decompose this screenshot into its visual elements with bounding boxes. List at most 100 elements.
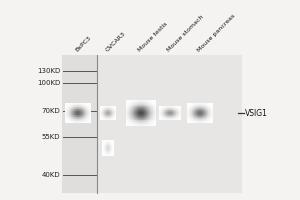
Bar [136,106,137,107]
Bar [150,101,151,102]
Bar [193,116,194,117]
Bar [148,110,149,111]
Bar [74,104,75,105]
Bar [86,105,87,106]
Bar [140,111,141,112]
Bar [126,107,127,108]
Bar [154,102,155,103]
Bar [148,119,149,120]
Bar [195,108,196,109]
Bar [153,123,154,124]
Bar [130,108,131,109]
Bar [67,108,68,109]
Bar [134,104,135,105]
Bar [154,104,155,105]
Bar [202,112,203,113]
Bar [207,112,208,113]
Bar [208,117,209,118]
Bar [90,111,91,112]
Bar [135,113,136,114]
Bar [136,112,137,113]
Bar [128,101,129,102]
Bar [197,111,198,112]
Bar [200,107,201,108]
Bar [132,119,133,120]
Bar [85,116,86,117]
Bar [145,114,146,115]
Bar [132,117,133,118]
Bar [208,120,209,121]
Bar [202,111,203,112]
Bar [133,118,134,119]
Bar [195,117,196,118]
Bar [148,112,149,113]
Bar [199,114,200,115]
Bar [212,106,213,107]
Bar [190,118,191,119]
Bar [202,122,203,123]
Bar [77,111,78,112]
Bar [67,122,68,123]
Bar [202,113,203,114]
Bar [204,104,205,105]
Bar [72,115,73,116]
Bar [195,103,196,104]
Bar [85,113,86,114]
Bar [127,109,128,110]
Bar [196,104,197,105]
Bar [136,120,137,121]
Bar [203,104,204,105]
Bar [203,111,204,112]
Bar [132,101,133,102]
Bar [70,107,71,108]
Bar [83,112,84,113]
Bar [80,115,81,116]
Bar [72,107,73,108]
Bar [136,101,137,102]
Bar [143,108,144,109]
Bar [208,108,209,109]
Bar [203,107,204,108]
Bar [126,105,127,106]
Bar [151,112,152,113]
Bar [87,122,88,123]
Bar [195,116,196,117]
Bar [139,121,140,122]
Bar [200,121,201,122]
Bar [85,120,86,121]
Bar [150,121,151,122]
Bar [144,103,145,104]
Bar [79,108,80,109]
Bar [212,117,213,118]
Bar [85,111,86,112]
Bar [196,116,197,117]
Bar [77,114,78,115]
Bar [88,107,89,108]
Bar [200,108,201,109]
Bar [83,120,84,121]
Bar [147,106,148,107]
Bar [144,117,145,118]
Bar [141,106,142,107]
Bar [75,104,76,105]
Bar [189,110,190,111]
Bar [141,109,142,110]
Bar [129,118,130,119]
Bar [200,119,201,120]
Bar [147,112,148,113]
Bar [90,117,91,118]
Bar [134,119,135,120]
Bar [205,112,206,113]
Bar [129,121,130,122]
Bar [138,114,139,115]
Bar [145,104,146,105]
Bar [138,125,139,126]
Bar [191,115,192,116]
Bar [82,112,83,113]
Bar [137,105,138,106]
Bar [130,125,131,126]
Bar [66,108,67,109]
Bar [211,105,212,106]
Bar [155,104,156,105]
Bar [198,119,199,120]
